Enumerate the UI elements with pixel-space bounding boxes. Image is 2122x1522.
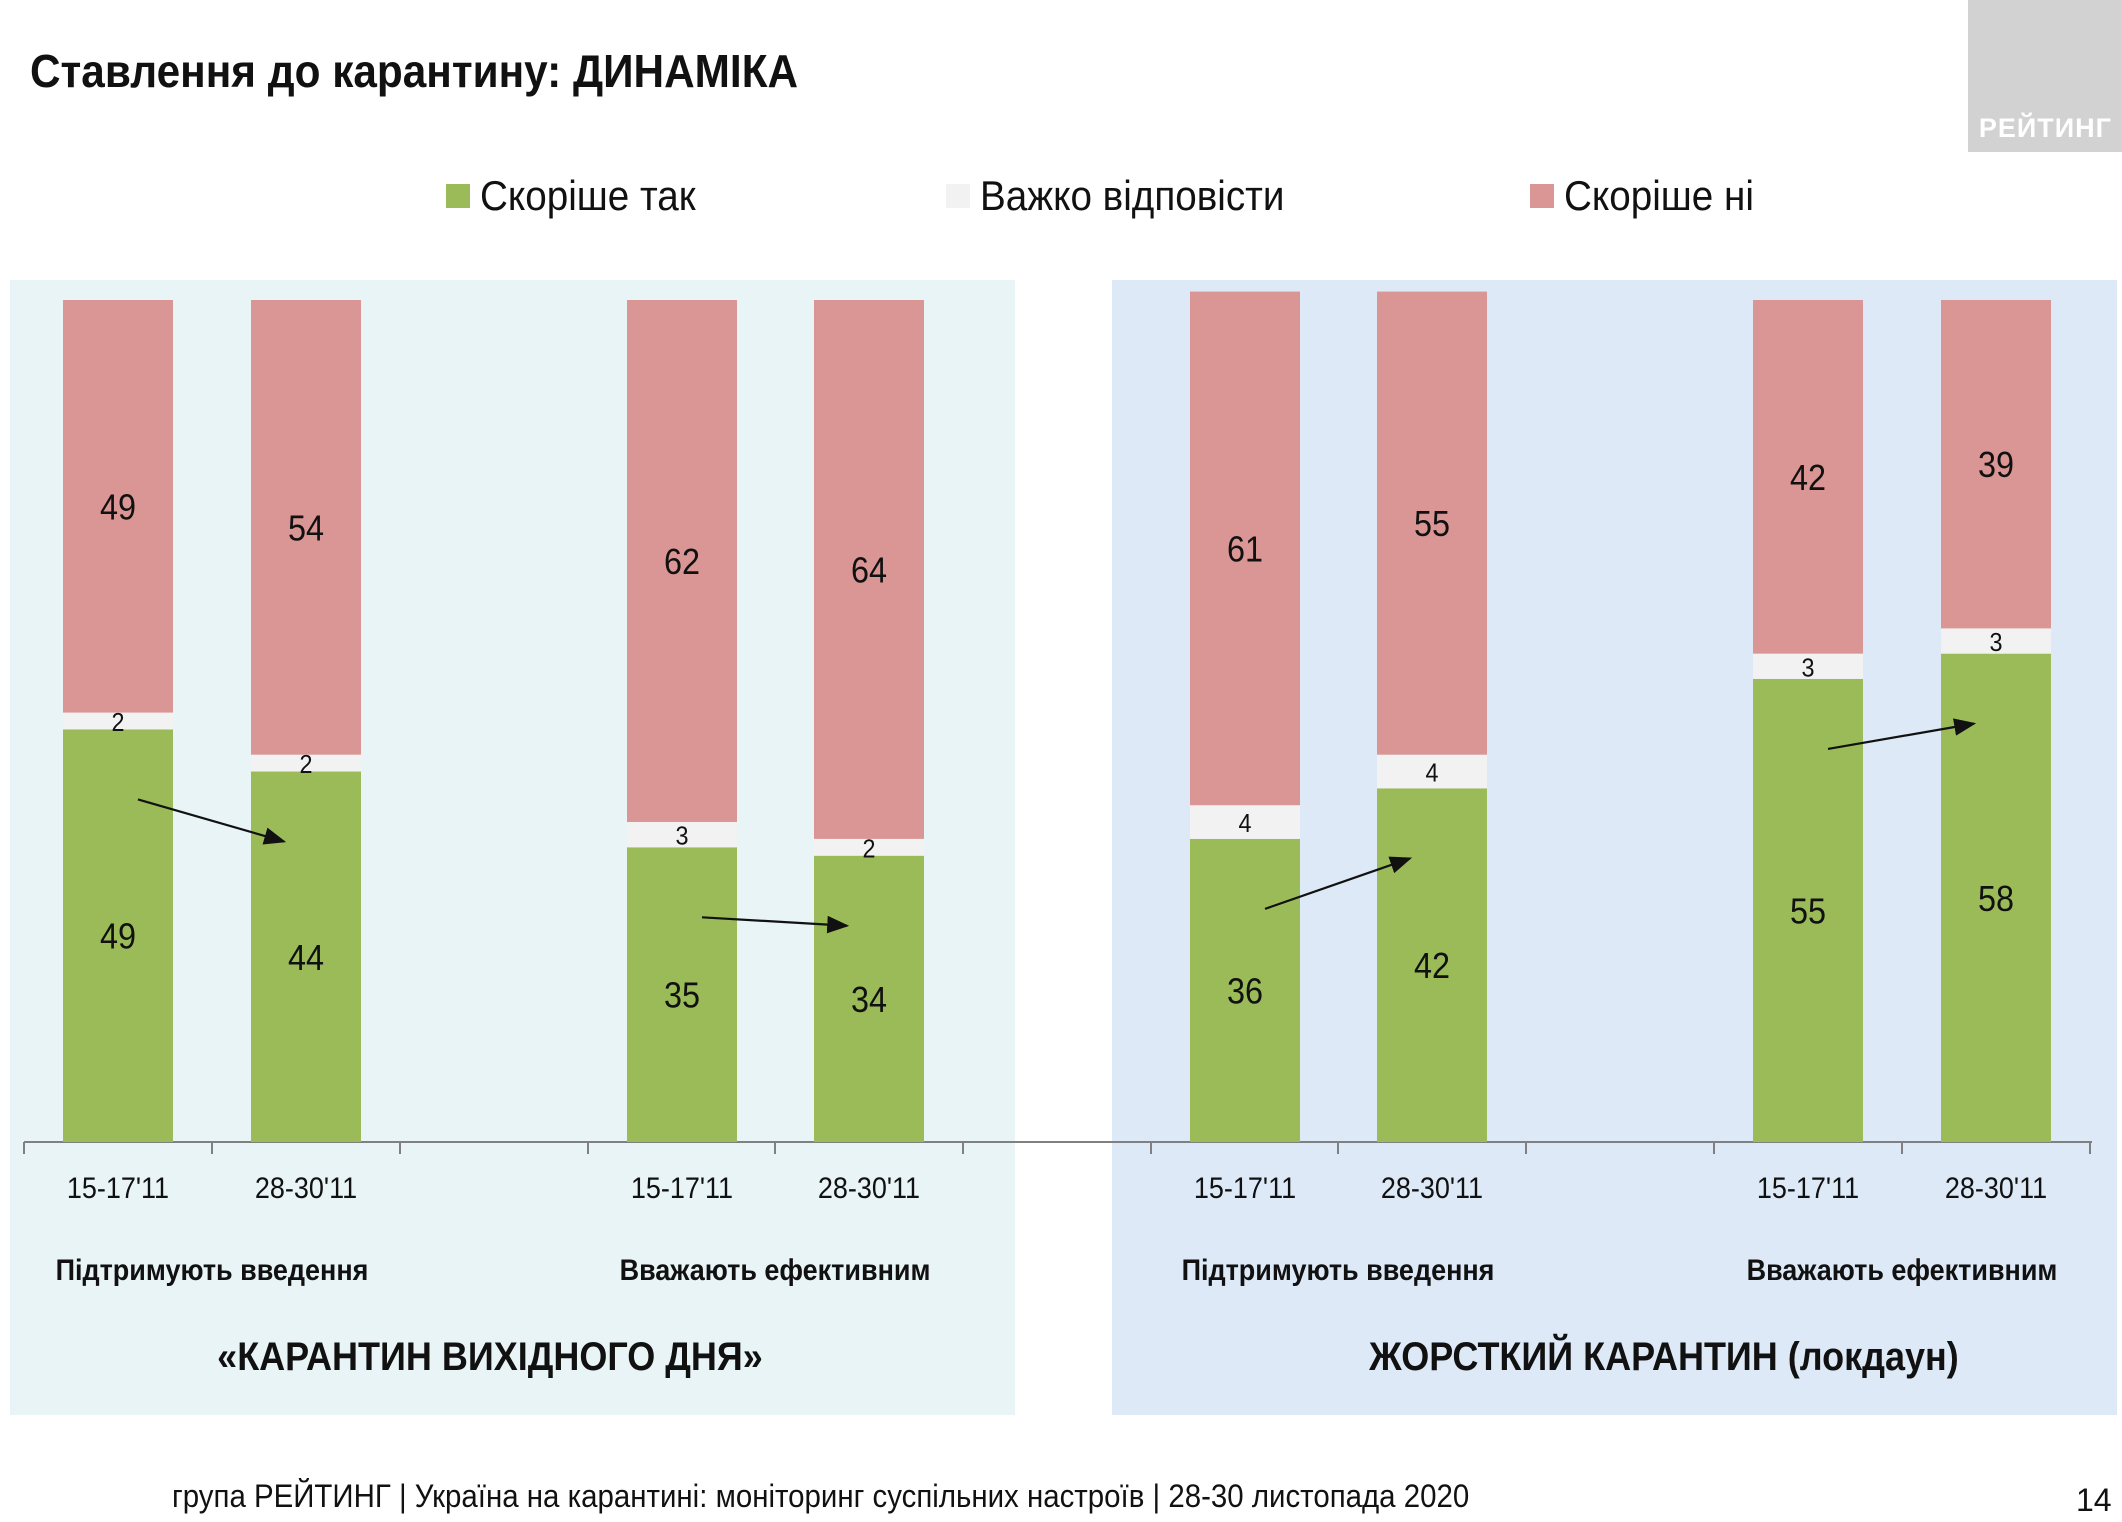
data-label-no: 42 bbox=[1790, 458, 1826, 498]
data-label-hard-to-say: 3 bbox=[1989, 629, 2002, 657]
bar-segment-no bbox=[251, 300, 361, 755]
bar-segment-hard-to-say bbox=[1753, 653, 1863, 679]
bar-segment-hard-to-say bbox=[814, 838, 924, 856]
trend-arrow bbox=[137, 798, 287, 845]
bar-segment-no bbox=[627, 300, 737, 823]
data-label-no: 64 bbox=[851, 551, 887, 591]
bar-segment-no bbox=[1941, 300, 2051, 629]
data-label-hard-to-say: 2 bbox=[862, 835, 875, 863]
x-tick-label: 28-30'11 bbox=[1381, 1172, 1483, 1206]
x-tick-label: 15-17'11 bbox=[1194, 1172, 1296, 1206]
footer-text: група РЕЙТИНГ | Україна на карантині: мо… bbox=[172, 1478, 1470, 1514]
bar-segment-yes bbox=[63, 729, 173, 1142]
data-label-yes: 35 bbox=[664, 976, 700, 1016]
bar-segment-hard-to-say bbox=[1190, 805, 1300, 839]
page-title: Ставлення до карантину: ДИНАМІКА bbox=[30, 45, 799, 97]
data-label-yes: 44 bbox=[288, 938, 324, 978]
section-title: «КАРАНТИН ВИХІДНОГО ДНЯ» bbox=[217, 1335, 763, 1379]
group-label: Підтримують введення bbox=[1182, 1254, 1495, 1288]
bar-segment-no bbox=[1190, 291, 1300, 806]
x-tick-label: 28-30'11 bbox=[1945, 1172, 2047, 1206]
section-title: ЖОРСТКИЙ КАРАНТИН (локдаун) bbox=[1368, 1332, 1959, 1379]
bar-segment-hard-to-say bbox=[1377, 754, 1487, 789]
data-label-yes: 55 bbox=[1790, 892, 1826, 932]
bar-segment-hard-to-say bbox=[1941, 628, 2051, 654]
bar-segment-yes bbox=[1377, 788, 1487, 1142]
x-tick-label: 15-17'11 bbox=[67, 1172, 169, 1206]
group-label: Вважають ефективним bbox=[1747, 1254, 2058, 1288]
page-number: 14 bbox=[2076, 1482, 2112, 1518]
legend-item-no: Скоріше ні bbox=[1530, 172, 1770, 220]
group-label: Вважають ефективним bbox=[620, 1254, 931, 1288]
data-label-hard-to-say: 2 bbox=[299, 751, 312, 779]
legend-item-yes: Скоріше так bbox=[446, 172, 714, 220]
legend-label-yes: Скоріше так bbox=[480, 172, 696, 219]
x-tick-label: 28-30'11 bbox=[818, 1172, 920, 1206]
data-label-no: 62 bbox=[664, 542, 700, 582]
legend-label-no: Скоріше ні bbox=[1564, 172, 1754, 219]
bar-segment-yes bbox=[627, 847, 737, 1142]
bar-segment-yes bbox=[1190, 838, 1300, 1142]
bar-segment-yes bbox=[1753, 678, 1863, 1142]
bar-segment-hard-to-say bbox=[627, 822, 737, 848]
data-label-yes: 36 bbox=[1227, 972, 1263, 1012]
data-label-yes: 49 bbox=[100, 917, 136, 957]
data-label-no: 61 bbox=[1227, 530, 1263, 570]
legend-swatch-no bbox=[1530, 184, 1554, 208]
bar-segment-hard-to-say bbox=[63, 712, 173, 730]
bar-segment-yes bbox=[814, 855, 924, 1142]
trend-arrow bbox=[701, 915, 850, 934]
data-label-hard-to-say: 4 bbox=[1425, 759, 1438, 787]
logo-text: РЕЙТИНГ bbox=[1978, 113, 2112, 143]
rating-logo: РЕЙТИНГ bbox=[1968, 0, 2122, 152]
trend-arrow bbox=[1264, 856, 1413, 910]
data-label-hard-to-say: 4 bbox=[1238, 810, 1251, 838]
data-label-no: 54 bbox=[288, 509, 324, 549]
bar-segment-no bbox=[63, 300, 173, 713]
bar-segment-no bbox=[1753, 300, 1863, 654]
data-label-no: 39 bbox=[1978, 446, 2014, 486]
data-label-hard-to-say: 3 bbox=[1801, 654, 1814, 682]
data-label-hard-to-say: 2 bbox=[111, 709, 124, 737]
trend-arrow bbox=[1827, 718, 1977, 750]
chart-legend: Скоріше так Важко відповісти Скоріше ні bbox=[0, 172, 2122, 222]
legend-item-hard-to-say: Важко відповісти bbox=[946, 172, 1311, 220]
data-label-yes: 42 bbox=[1414, 947, 1450, 987]
group-label: Підтримують введення bbox=[56, 1254, 369, 1288]
x-tick-label: 15-17'11 bbox=[1757, 1172, 1859, 1206]
bar-segment-hard-to-say bbox=[251, 754, 361, 772]
bar-segment-no bbox=[1377, 291, 1487, 755]
legend-swatch-yes bbox=[446, 184, 470, 208]
legend-swatch-hard-to-say bbox=[946, 184, 970, 208]
legend-label-hard-to-say: Важко відповісти bbox=[980, 172, 1285, 219]
data-label-yes: 34 bbox=[851, 980, 887, 1020]
data-label-hard-to-say: 3 bbox=[675, 823, 688, 851]
data-label-no: 49 bbox=[100, 488, 136, 528]
bar-segment-no bbox=[814, 300, 924, 839]
x-tick-label: 15-17'11 bbox=[631, 1172, 733, 1206]
data-label-no: 55 bbox=[1414, 505, 1450, 545]
x-tick-label: 28-30'11 bbox=[255, 1172, 357, 1206]
data-label-yes: 58 bbox=[1978, 879, 2014, 919]
